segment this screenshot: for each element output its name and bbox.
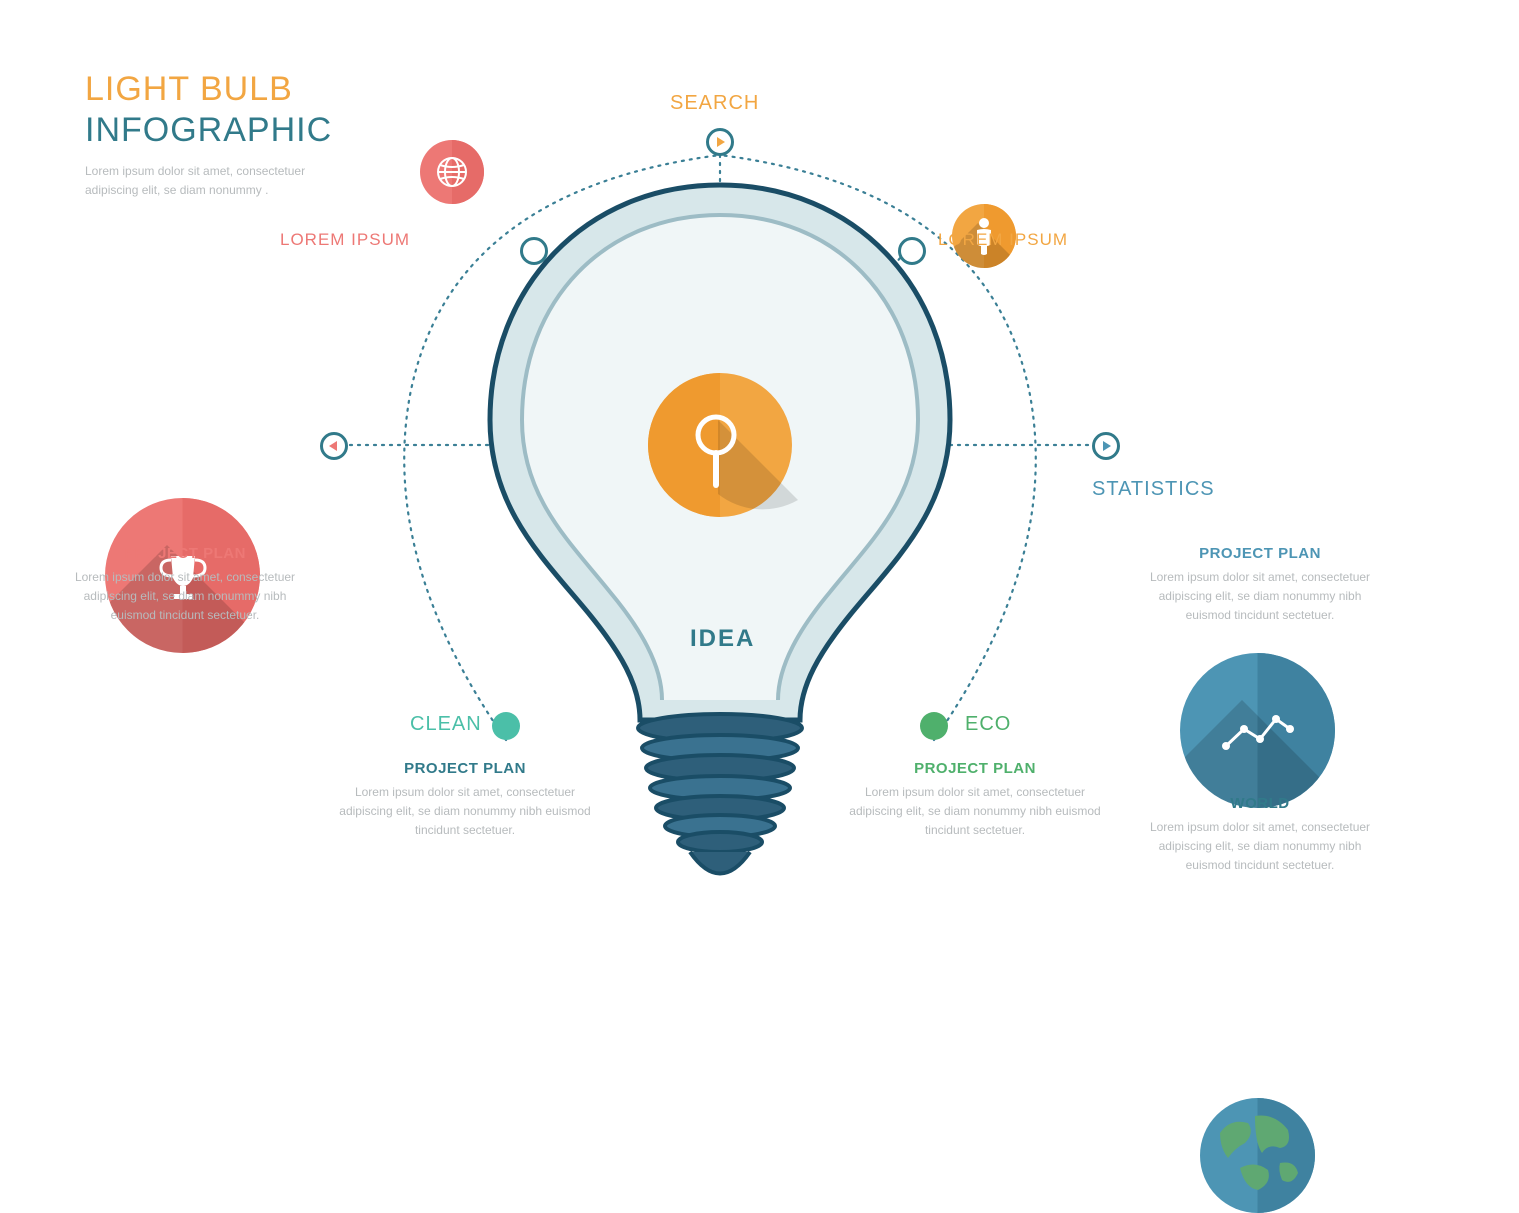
lorem-left-ring-icon (520, 237, 548, 265)
clean-body: Lorem ipsum dolor sit amet, consectetuer… (330, 783, 600, 841)
statistics-body: Lorem ipsum dolor sit amet, consectetuer… (1145, 568, 1375, 626)
world-body: Lorem ipsum dolor sit amet, consectetuer… (1145, 818, 1375, 876)
search-play-icon (706, 128, 734, 156)
idea-label: IDEA (690, 625, 755, 653)
statistics-block: PROJECT PLAN Lorem ipsum dolor sit amet,… (1145, 545, 1375, 626)
world-title: WORLD (1145, 795, 1375, 812)
eco-dot-icon (920, 712, 948, 740)
title-block: LIGHT BULB INFOGRAPHIC Lorem ipsum dolor… (85, 70, 345, 200)
globe-icon (420, 140, 484, 204)
project-left-title: PROJECT PLAN (70, 545, 300, 562)
title-body: Lorem ipsum dolor sit amet, consectetuer… (85, 162, 345, 200)
statistics-play-icon (1092, 432, 1120, 460)
chart-icon (1180, 653, 1335, 808)
lorem-right-label: LOREM IPSUM (938, 230, 1068, 250)
lorem-left-label: LOREM IPSUM (280, 230, 410, 250)
statistics-label: STATISTICS (1092, 478, 1215, 501)
eco-sub: PROJECT PLAN (840, 760, 1110, 777)
clean-sub: PROJECT PLAN (330, 760, 600, 777)
eco-label: ECO (965, 713, 1011, 736)
project-left-block: PROJECT PLAN Lorem ipsum dolor sit amet,… (70, 545, 300, 626)
eco-block: PROJECT PLAN Lorem ipsum dolor sit amet,… (840, 760, 1110, 841)
earth-icon (1200, 1098, 1315, 1213)
project-left-body: Lorem ipsum dolor sit amet, consectetuer… (70, 568, 300, 626)
center-idea-circle (648, 373, 798, 554)
clean-block: PROJECT PLAN Lorem ipsum dolor sit amet,… (330, 760, 600, 841)
statistics-sub: PROJECT PLAN (1145, 545, 1375, 562)
title-line2: INFOGRAPHIC (85, 111, 345, 150)
search-label: SEARCH (670, 92, 759, 115)
clean-dot-icon (492, 712, 520, 740)
lorem-right-ring-icon (898, 237, 926, 265)
project-left-play-icon (320, 432, 348, 460)
clean-label: CLEAN (410, 713, 482, 736)
world-block: WORLD Lorem ipsum dolor sit amet, consec… (1145, 795, 1375, 876)
title-line1: LIGHT BULB (85, 70, 345, 109)
eco-body: Lorem ipsum dolor sit amet, consectetuer… (840, 783, 1110, 841)
